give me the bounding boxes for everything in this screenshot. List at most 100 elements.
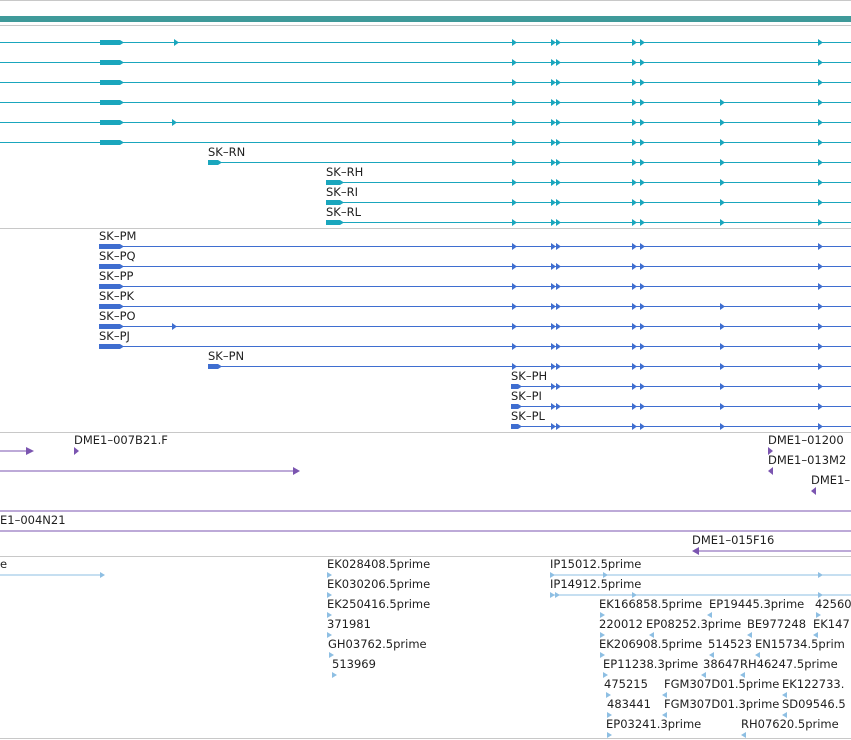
clone-feature[interactable] — [0, 467, 300, 475]
est-label[interactable]: EK030206.5prime — [327, 577, 430, 591]
cdna-feature[interactable] — [326, 179, 851, 186]
gene-model[interactable] — [99, 283, 851, 290]
est-label[interactable]: EP19445.3prime — [709, 597, 804, 611]
est-marker[interactable] — [813, 632, 818, 638]
est-label[interactable]: FGM307D01.5prime — [664, 677, 779, 691]
feature-label[interactable]: SK–PP — [99, 269, 134, 283]
feature-label[interactable]: SK–PI — [511, 389, 542, 403]
clone-label[interactable]: DME1–013M2 — [768, 453, 846, 467]
est-label[interactable]: RH46247.5prime — [740, 657, 838, 671]
gene-model[interactable] — [99, 243, 851, 250]
est-marker[interactable] — [603, 672, 608, 678]
gene-model[interactable] — [99, 323, 851, 330]
est-marker[interactable] — [662, 712, 667, 718]
gene-model[interactable] — [99, 263, 851, 270]
clone-marker[interactable] — [768, 447, 773, 455]
feature-label[interactable]: SK–PJ — [99, 329, 130, 343]
est-label[interactable]: 371981 — [327, 617, 371, 631]
est-marker[interactable] — [600, 632, 605, 638]
est-marker[interactable] — [701, 672, 706, 678]
gene-model[interactable] — [99, 303, 851, 310]
est-label[interactable]: 38647 — [703, 657, 740, 671]
feature-label[interactable]: SK–RN — [208, 145, 245, 159]
cdna-feature[interactable] — [0, 119, 851, 126]
clone-label[interactable]: DME1–015F16 — [692, 533, 774, 547]
est-label[interactable]: 483441 — [607, 697, 651, 711]
est-label[interactable]: SD09546.5 — [782, 697, 846, 711]
cdna-feature[interactable] — [0, 79, 851, 86]
est-marker[interactable] — [740, 672, 745, 678]
est-marker[interactable] — [607, 732, 612, 738]
est-label[interactable]: EK028408.5prime — [327, 557, 430, 571]
cdna-feature[interactable] — [0, 39, 851, 46]
cdna-feature[interactable] — [0, 139, 851, 146]
est-label[interactable]: EK250416.5prime — [327, 597, 430, 611]
clone-feature[interactable] — [692, 547, 851, 555]
est-label[interactable]: EP11238.3prime — [603, 657, 698, 671]
clone-marker[interactable] — [768, 467, 773, 475]
est-feature[interactable] — [550, 572, 851, 578]
est-label[interactable]: FGM307D01.3prime — [664, 697, 779, 711]
gene-model[interactable] — [511, 423, 851, 430]
clone-label[interactable]: DME1–007B21.F — [74, 433, 168, 447]
est-marker[interactable] — [662, 692, 667, 698]
est-label[interactable]: IP14912.5prime — [550, 577, 641, 591]
cdna-feature[interactable] — [0, 99, 851, 106]
est-label[interactable]: 514523 — [708, 637, 752, 651]
feature-label[interactable]: SK–PH — [511, 369, 547, 383]
clone-marker[interactable] — [811, 487, 816, 495]
est-marker[interactable] — [329, 652, 334, 658]
est-label[interactable]: 513969 — [332, 657, 376, 671]
feature-label[interactable]: SK–PM — [99, 229, 136, 243]
est-label[interactable]: GH03762.5prime — [328, 637, 427, 651]
gene-model[interactable] — [511, 383, 851, 390]
est-marker[interactable] — [327, 632, 332, 638]
est-marker[interactable] — [782, 712, 787, 718]
cdna-feature[interactable] — [208, 159, 851, 166]
feature-label[interactable]: SK–PQ — [99, 249, 136, 263]
est-feature[interactable] — [0, 572, 105, 578]
est-marker[interactable] — [327, 612, 332, 618]
est-marker[interactable] — [600, 652, 605, 658]
clone-feature[interactable] — [0, 447, 34, 455]
est-label[interactable]: 42560 — [815, 597, 851, 611]
est-marker[interactable] — [816, 612, 821, 618]
cdna-feature[interactable] — [326, 219, 851, 226]
feature-label[interactable]: SK–PK — [99, 289, 135, 303]
est-marker[interactable] — [600, 612, 605, 618]
feature-label[interactable]: SK–RH — [326, 165, 363, 179]
est-marker[interactable] — [649, 632, 654, 638]
est-label[interactable]: IP15012.5prime — [550, 557, 641, 571]
cdna-feature[interactable] — [326, 199, 851, 206]
est-label[interactable]: BE977248 — [747, 617, 806, 631]
clone-label[interactable]: DME1–01200 — [768, 433, 844, 447]
est-label[interactable]: RH07620.5prime — [741, 717, 839, 731]
est-marker[interactable] — [707, 612, 712, 618]
clone-marker[interactable] — [74, 447, 79, 455]
feature-label[interactable]: SK–RI — [326, 185, 358, 199]
est-label[interactable]: EK122733. — [782, 677, 844, 691]
est-label[interactable]: 475215 — [604, 677, 648, 691]
genome-sequence-bar[interactable] — [0, 16, 851, 22]
est-marker[interactable] — [782, 692, 787, 698]
est-label[interactable]: EP08252.3prime — [646, 617, 741, 631]
est-marker[interactable] — [607, 712, 612, 718]
est-marker[interactable] — [755, 652, 760, 658]
feature-label[interactable]: SK–PN — [208, 349, 244, 363]
gene-model[interactable] — [99, 343, 851, 350]
est-label[interactable]: EP03241.3prime — [606, 717, 701, 731]
feature-label[interactable]: SK–RL — [326, 205, 362, 219]
clone-label[interactable]: E1–004N21 — [0, 513, 66, 527]
est-marker[interactable] — [332, 672, 337, 678]
est-marker[interactable] — [747, 632, 752, 638]
gene-model[interactable] — [208, 363, 851, 370]
feature-label[interactable]: SK–PL — [511, 409, 546, 423]
clone-label[interactable]: DME1– — [811, 473, 850, 487]
est-marker[interactable] — [709, 652, 714, 658]
est-label[interactable]: EK166858.5prime — [599, 597, 702, 611]
est-marker[interactable] — [741, 732, 746, 738]
est-label[interactable]: e — [0, 557, 7, 571]
est-feature[interactable] — [550, 592, 851, 598]
est-label[interactable]: EN15734.5prim — [755, 637, 845, 651]
feature-label[interactable]: SK–PO — [99, 309, 136, 323]
